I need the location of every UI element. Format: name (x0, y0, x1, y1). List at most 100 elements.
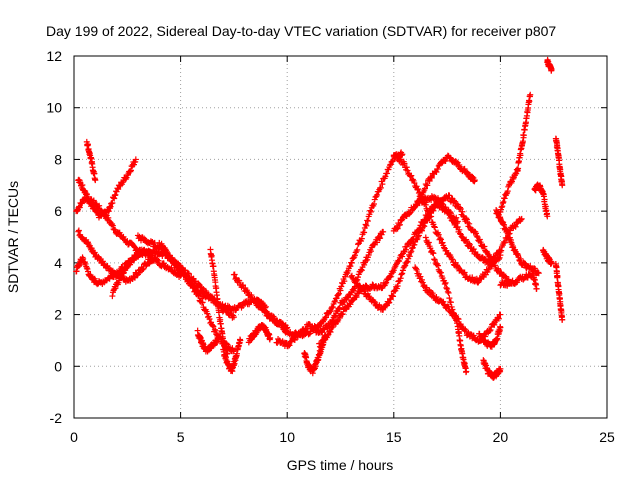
data-point (442, 279, 449, 286)
data-point (460, 212, 467, 219)
data-point (116, 229, 123, 236)
data-point (461, 269, 468, 276)
data-point (477, 239, 484, 246)
data-point (89, 202, 96, 209)
series-track (497, 270, 540, 292)
data-point (520, 132, 527, 139)
data-point (397, 275, 404, 282)
data-point (230, 348, 237, 355)
data-point (341, 278, 348, 285)
data-point (123, 174, 130, 181)
data-point (265, 311, 272, 318)
data-point (438, 269, 445, 276)
data-point (487, 326, 494, 333)
series-track (544, 56, 555, 74)
plot-frame (73, 55, 608, 419)
data-point (96, 202, 103, 209)
data-point (338, 283, 345, 290)
data-point (422, 234, 429, 241)
data-point (516, 257, 523, 264)
data-point (526, 98, 533, 105)
data-point (511, 222, 518, 229)
data-point (407, 173, 414, 180)
data-point (532, 265, 539, 272)
data-point (497, 365, 504, 372)
data-point (441, 244, 448, 251)
data-point (501, 195, 508, 202)
data-point (445, 209, 452, 216)
data-point (510, 175, 517, 182)
data-point (252, 298, 259, 305)
data-point (85, 268, 92, 275)
data-point (456, 226, 463, 233)
data-point (337, 287, 344, 294)
data-point (364, 256, 371, 263)
data-point (418, 227, 425, 234)
data-point (80, 255, 87, 262)
data-point (414, 186, 421, 193)
data-point (446, 295, 453, 302)
data-point (548, 259, 555, 266)
data-point (449, 306, 456, 313)
data-point (438, 200, 445, 207)
data-point (403, 164, 410, 171)
data-point (335, 290, 342, 297)
data-point (104, 262, 111, 269)
data-point (134, 253, 141, 260)
data-point (109, 222, 116, 229)
data-point (383, 279, 390, 286)
data-point (420, 222, 427, 229)
data-point (374, 239, 381, 246)
data-point (356, 282, 363, 289)
data-point (382, 280, 389, 287)
data-point (127, 167, 134, 174)
series-track (552, 261, 566, 323)
data-point (210, 263, 217, 270)
data-point (466, 240, 473, 247)
data-point (411, 179, 418, 186)
data-point (230, 347, 237, 354)
data-point (412, 265, 419, 272)
data-point (336, 304, 343, 311)
data-point (399, 151, 406, 158)
data-point (111, 195, 118, 202)
data-point (193, 283, 200, 290)
data-point (367, 248, 374, 255)
data-point (389, 158, 396, 165)
data-point (267, 334, 274, 341)
data-point (286, 342, 293, 349)
data-point (457, 321, 464, 328)
data-point (332, 313, 339, 320)
data-point (270, 313, 277, 320)
data-point (362, 221, 369, 228)
data-point (559, 316, 566, 323)
data-point (406, 210, 413, 217)
data-point (76, 203, 83, 210)
data-point (431, 223, 438, 230)
data-point (127, 168, 134, 175)
data-point (466, 220, 473, 227)
data-point (206, 315, 213, 322)
data-point (361, 229, 368, 236)
data-point (291, 336, 298, 343)
data-point (527, 91, 534, 98)
data-point (421, 223, 428, 230)
data-point (354, 246, 361, 253)
data-point (361, 288, 368, 295)
series-track (207, 246, 231, 357)
data-point (524, 274, 531, 281)
data-point (540, 193, 547, 200)
data-point (75, 228, 82, 235)
data-point (517, 152, 524, 159)
data-point (456, 161, 463, 168)
data-point (407, 249, 414, 256)
series-track (497, 91, 534, 215)
data-point (407, 240, 414, 247)
data-point (409, 244, 416, 251)
data-point (501, 239, 508, 246)
data-point (491, 321, 498, 328)
data-point (107, 203, 114, 210)
data-point (380, 228, 387, 235)
data-point (130, 257, 137, 264)
series-track (422, 234, 470, 376)
